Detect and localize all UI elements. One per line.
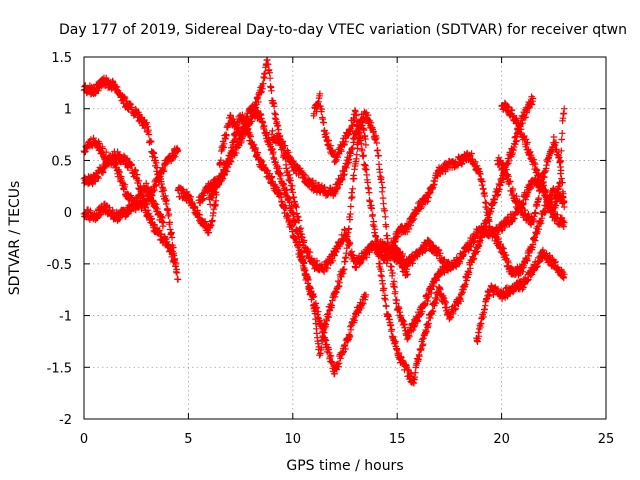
series-track-12 bbox=[473, 246, 568, 345]
x-tick-label: 10 bbox=[285, 432, 302, 447]
series-track-14 bbox=[494, 133, 568, 228]
plus-markers-track-10 bbox=[373, 149, 568, 279]
series-track-10 bbox=[373, 149, 568, 279]
x-tick-label: 0 bbox=[80, 432, 88, 447]
y-axis-label: SDTVAR / TECUs bbox=[7, 181, 23, 296]
y-tick-label: -1 bbox=[59, 310, 72, 325]
x-tick-labels: 0 5 10 15 20 25 bbox=[80, 432, 614, 447]
series-track-13 bbox=[498, 99, 568, 216]
plus-markers-track-13 bbox=[498, 99, 568, 216]
plus-markers-track-7 bbox=[206, 111, 370, 359]
y-tick-label: 0.5 bbox=[51, 154, 72, 169]
x-tick-label: 20 bbox=[493, 432, 510, 447]
y-tick-label: -2 bbox=[59, 413, 72, 428]
chart-title: Day 177 of 2019, Sidereal Day-to-day VTE… bbox=[59, 22, 627, 38]
x-axis-label: GPS time / hours bbox=[286, 458, 403, 474]
y-tick-label: -1.5 bbox=[47, 361, 72, 376]
y-tick-label: -0.5 bbox=[47, 258, 72, 273]
y-tick-labels: -2 -1.5 -1 -0.5 0 0.5 1 1.5 bbox=[47, 51, 72, 428]
plot-frame bbox=[83, 56, 607, 420]
x-tick-label: 15 bbox=[389, 432, 406, 447]
y-tick-label: 0 bbox=[64, 206, 72, 221]
y-tick-label: 1 bbox=[64, 103, 72, 118]
plus-markers-track-12 bbox=[473, 246, 568, 345]
plus-markers-track-14 bbox=[494, 133, 568, 228]
x-tick-label: 5 bbox=[184, 432, 192, 447]
y-tick-label: 1.5 bbox=[51, 51, 72, 66]
x-tick-label: 25 bbox=[598, 432, 615, 447]
series-track-7 bbox=[206, 111, 370, 359]
